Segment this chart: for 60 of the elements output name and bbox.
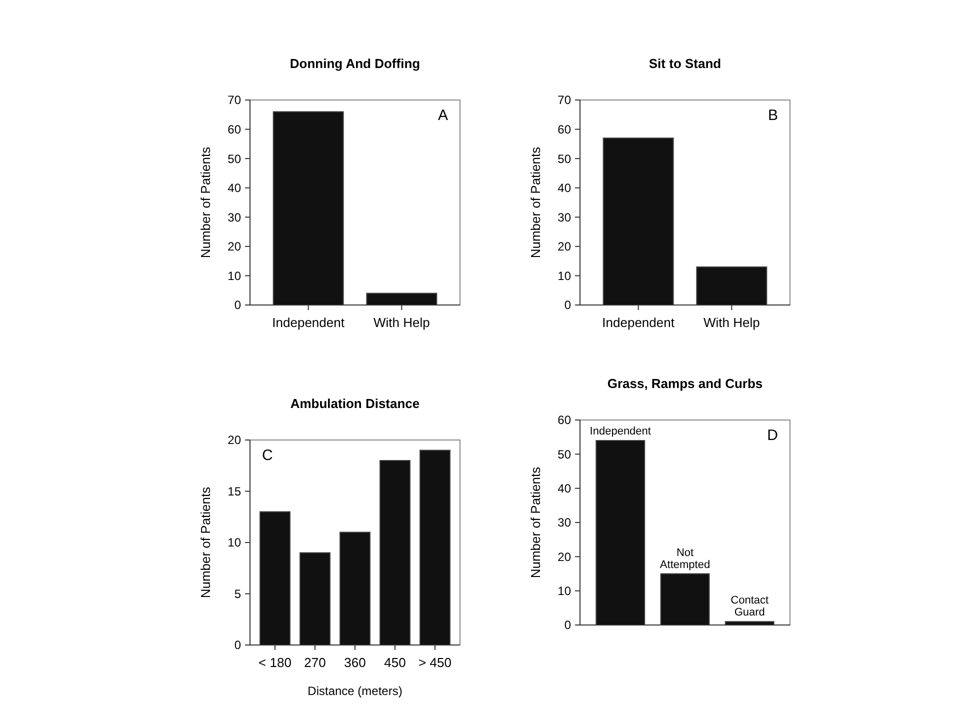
y-axis-title: Number of Patients: [198, 146, 213, 258]
y-tick-label: 0: [234, 298, 242, 312]
x-tick-label: Independent: [590, 426, 651, 438]
chart-title: Ambulation Distance: [290, 396, 420, 411]
y-tick-label: 70: [228, 93, 242, 108]
y-tick-label: 10: [558, 268, 572, 283]
y-tick-label: 40: [228, 181, 242, 196]
bar: [300, 552, 330, 646]
y-tick-label: 10: [558, 584, 572, 598]
bar: [660, 573, 710, 626]
x-tick-label: > 450: [418, 655, 452, 670]
bar: [260, 511, 290, 646]
annotation: D: [767, 427, 778, 444]
x-tick-label: 270: [304, 655, 326, 670]
y-tick-label: 20: [228, 240, 242, 254]
y-tick-label: 5: [234, 586, 242, 601]
y-axis-title: Number of Patients: [528, 146, 543, 258]
y-axis-title: Number of Patients: [528, 466, 543, 578]
x-tick-label: Independent: [602, 315, 675, 330]
y-tick-label: 60: [228, 122, 242, 136]
x-tick-label: Contact Guard: [730, 594, 769, 619]
annotation: A: [438, 107, 448, 124]
y-tick-label: 50: [558, 447, 572, 462]
y-tick-label: 15: [228, 484, 242, 498]
y-tick-label: 0: [564, 618, 572, 632]
chart-title: Donning And Doffing: [290, 56, 420, 71]
y-tick-label: 40: [558, 181, 572, 196]
bar: [340, 532, 370, 646]
annotation: C: [262, 447, 273, 464]
y-tick-label: 20: [558, 550, 572, 564]
y-tick-label: 10: [228, 536, 242, 550]
x-tick-label: Not Attempted: [660, 546, 710, 571]
bar: [420, 450, 450, 646]
chart-title: Grass, Ramps and Curbs: [607, 376, 763, 391]
y-tick-label: 0: [564, 298, 572, 312]
y-tick-label: 30: [558, 516, 572, 530]
y-tick-label: 30: [228, 210, 242, 224]
y-tick-label: 60: [558, 122, 572, 136]
y-tick-label: 0: [234, 638, 242, 652]
x-tick-label: Independent: [272, 315, 345, 330]
x-tick-label: With Help: [373, 315, 430, 330]
y-axis-title: Number of Patients: [198, 486, 213, 598]
y-tick-label: 20: [228, 433, 242, 448]
annotation: B: [768, 107, 778, 124]
y-tick-label: 20: [558, 240, 572, 254]
x-tick-label: 360: [344, 655, 366, 670]
x-tick-label: With Help: [703, 315, 760, 330]
x-tick-label: 450: [384, 655, 406, 670]
y-tick-label: 50: [228, 152, 242, 166]
bar: [596, 440, 646, 626]
y-tick-label: 60: [558, 413, 572, 428]
y-tick-label: 50: [558, 152, 572, 166]
y-tick-label: 40: [558, 482, 572, 496]
chart-title: Sit to Stand: [648, 56, 722, 71]
y-tick-label: 30: [558, 210, 572, 224]
y-tick-label: 10: [228, 268, 242, 283]
y-tick-label: 70: [558, 93, 572, 108]
x-axis-title: Distance (meters): [308, 684, 402, 698]
bar: [380, 460, 410, 646]
x-tick-label: < 180: [258, 655, 292, 670]
